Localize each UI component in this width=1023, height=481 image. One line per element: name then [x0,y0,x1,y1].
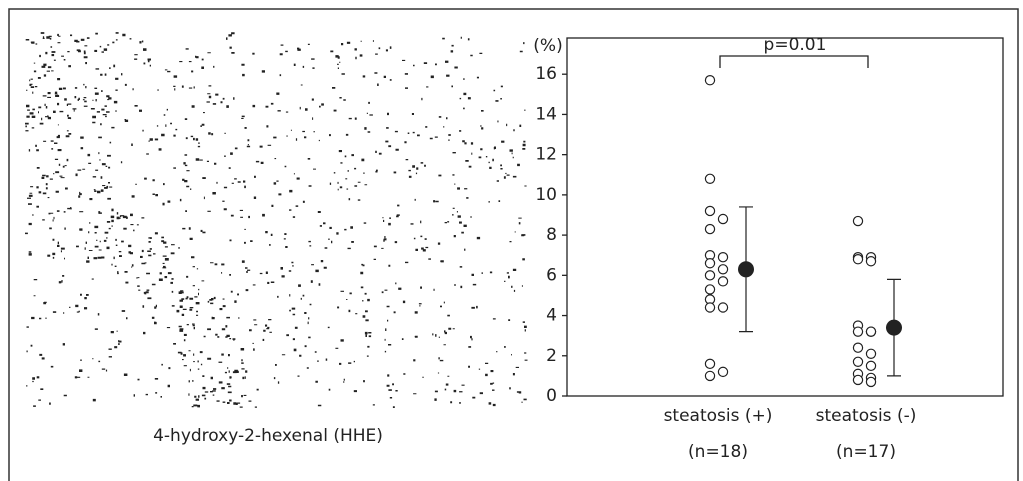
y-tick-label: 16 [535,64,557,84]
x-tick-label: steatosis (-) [816,406,917,426]
data-point [704,370,716,382]
x-tick-label: steatosis (+) [664,406,773,426]
y-tick-label: 6 [546,265,557,285]
mean-point [738,261,754,278]
data-point [865,326,877,337]
data-point [717,252,729,263]
data-point [717,276,729,287]
data-point [852,254,864,265]
data-point [704,223,716,235]
data-point [704,302,716,313]
sample-size: (n=17) [836,442,896,462]
data-point [704,173,716,184]
mean-point [886,319,902,336]
p-value: p=0.01 [764,35,827,55]
y-tick-label: 4 [546,306,557,326]
data-point [717,264,729,275]
caption: 4-hydroxy-2-hexenal (HHE) [153,426,383,446]
y-tick-label: 10 [535,185,557,205]
data-point [865,360,877,372]
micrograph [25,32,528,408]
data-point [852,326,864,337]
data-point [865,348,877,359]
data-point [704,75,716,86]
frame [8,8,1019,481]
data-point [717,302,729,313]
data-point [704,205,716,217]
data-point [704,358,716,370]
data-point [852,342,864,353]
y-tick-label: 14 [535,104,557,124]
data-point [717,213,729,225]
data-point [704,258,716,269]
plot-frame [566,37,1004,397]
data-point [852,374,864,386]
y-unit-label: (%) [533,36,562,56]
data-point [865,376,877,388]
data-point [704,270,716,281]
y-tick-label: 0 [546,386,557,406]
data-point [865,256,877,267]
data-point [704,284,716,295]
data-point [852,356,864,368]
y-tick-label: 8 [546,225,557,245]
micrograph-speckle [25,32,528,408]
data-point [717,366,729,378]
sample-size: (n=18) [688,442,748,462]
y-tick-label: 12 [535,145,557,165]
data-point [852,215,864,227]
y-tick-label: 2 [546,346,557,366]
significance-bracket [719,55,869,68]
